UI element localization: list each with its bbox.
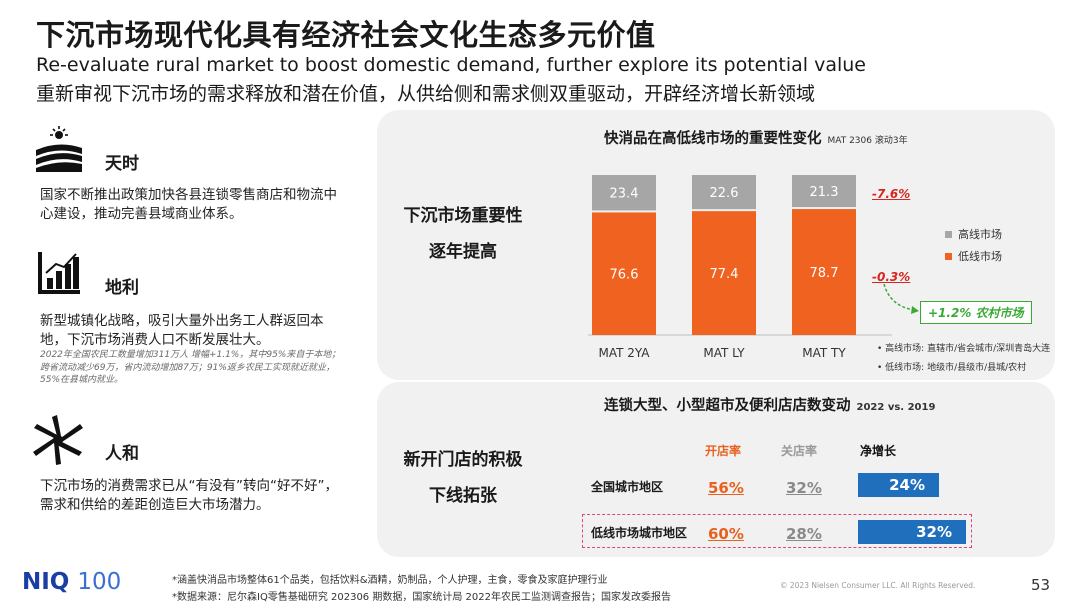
row-national-net-bar: 24% (858, 473, 939, 497)
logo-num: 100 (77, 569, 122, 595)
row-label-national: 全国城市地区 (591, 480, 664, 494)
data-label-high-0: 23.4 (610, 187, 639, 202)
legend-high-definition-text: 高线市场: 直辖市/省会城市/深圳青岛大连 (885, 344, 1051, 354)
change-low-label: -0.3% (872, 270, 911, 284)
legend-low: 低线市场 (945, 248, 1002, 264)
page-title: 下沉市场现代化具有经济社会文化生态多元价值 (36, 18, 656, 52)
section-heading-dili: 地利 (105, 278, 139, 298)
bar-low-2 (792, 209, 856, 335)
row-low-tier-close: 28% (786, 525, 822, 543)
data-label-high-1: 22.6 (710, 186, 739, 201)
section-text-tianshi: 国家不断推出政策加快各县连锁零售商店和物流中心建设，推动完善县域商业体系。 (40, 187, 337, 222)
panel2-label-line2: 下线拓张 (429, 486, 497, 506)
x-tick-label-2: MAT TY (802, 346, 846, 360)
subtitle-chinese: 重新审视下沉市场的需求释放和潜在价值，从供给侧和需求侧双重驱动，开辟经济增长新领… (36, 83, 816, 105)
col-close-rate: 关店率 (781, 444, 818, 458)
bar-high-2 (792, 175, 856, 208)
data-label-high-2: 21.3 (810, 185, 839, 200)
panel2-label: 新开门店的积极 下线拓张 (383, 442, 543, 514)
panel1-label-line2: 逐年提高 (429, 242, 497, 262)
change-high-label: -7.6% (872, 187, 911, 201)
farm-sun-icon (34, 126, 84, 172)
x-tick-label-1: MAT LY (703, 346, 745, 360)
bar-low-0 (592, 212, 656, 335)
legend-high-definition: • 高线市场: 直辖市/省会城市/深圳青岛大连 (877, 344, 1051, 354)
data-label-low-2: 78.7 (810, 266, 839, 281)
teamwork-hands-icon (30, 414, 86, 466)
x-tick-label-0: MAT 2YA (598, 346, 650, 360)
legend-low-label: 低线市场 (958, 250, 1002, 263)
section-text-dili: 新型城镇化战略，吸引大量外出务工人群返回本地，下沉市场消费人口不断发展壮大。 (40, 313, 324, 348)
store-title-note: 2022 vs. 2019 (856, 402, 936, 413)
bar-high-0 (592, 175, 656, 211)
stacked-bar-chart: 76.6 23.4 MAT 2YA 77.4 22.6 MAT LY 78.7 21.3 MAT… (588, 175, 892, 360)
store-title-main: 连锁大型、小型超市及便利店店数变动 (604, 398, 851, 414)
bar-low-1 (692, 211, 756, 335)
panel2-label-line1: 新开门店的积极 (403, 450, 523, 470)
legend-low-definition-text: 低线市场: 地级市/县级市/县城/农村 (885, 363, 1027, 373)
bar-high-1 (692, 175, 756, 210)
highlight-box (582, 514, 972, 548)
data-label-low-1: 77.4 (710, 267, 739, 282)
copyright: © 2023 Nielsen Consumer LLC. All Rights … (780, 581, 976, 590)
section-heading-renhe: 人和 (105, 444, 139, 464)
col-open-rate: 开店率 (705, 444, 742, 458)
subtitle-english: Re-evaluate rural market to boost domest… (36, 54, 866, 76)
footnote-source: *数据来源：尼尔森IQ零售基础研究 202306 期数据，国家统计局 2022年… (172, 592, 671, 603)
legend-low-swatch (945, 252, 952, 260)
row-label-low-tier: 低线市场城市地区 (591, 526, 688, 540)
logo-main: NIQ (22, 569, 70, 595)
legend-high-swatch (945, 230, 952, 238)
panel1-label: 下沉市场重要性 逐年提高 (383, 198, 543, 270)
footnote-scope: *涵盖快消品市场整体61个品类，包括饮料&酒精，奶制品，个人护理，主食，零食及家… (172, 575, 608, 586)
panel1-label-line1: 下沉市场重要性 (403, 206, 523, 226)
data-label-low-0: 76.6 (610, 268, 639, 283)
growth-chart-icon (38, 252, 80, 294)
row-low-tier-open: 60% (708, 525, 744, 543)
chart-title: 快消品在高低线市场的重要性变化 MAT 2306 滚动3年 (604, 127, 908, 148)
chart-title-note: MAT 2306 滚动3年 (827, 136, 908, 146)
section-note-dili: 2022年全国农民工数量增加311万人 增幅+1.1%，其中95%来自于本地；跨… (40, 350, 341, 385)
legend-high: 高线市场 (945, 226, 1002, 242)
row-low-tier-net-bar: 32% (858, 520, 966, 544)
row-national-close: 32% (786, 479, 822, 497)
arrow-icon (883, 283, 919, 314)
legend-high-label: 高线市场 (958, 228, 1002, 241)
store-title: 连锁大型、小型超市及便利店店数变动 2022 vs. 2019 (604, 394, 935, 415)
col-net-growth: 净增长 (860, 444, 897, 458)
section-text-renhe: 下沉市场的消费需求已从“有没有”转向“好不好”，需求和供给的差距创造巨大市场潜力… (40, 478, 338, 513)
legend-low-definition: • 低线市场: 地级市/县级市/县城/农村 (877, 363, 1027, 373)
niq-logo: NIQ 100 (22, 569, 121, 595)
chart-title-main: 快消品在高低线市场的重要性变化 (604, 131, 822, 147)
row-national-open: 56% (708, 479, 744, 497)
rural-market-change: +1.2% 农村市场 (920, 301, 1032, 324)
page-number: 53 (1031, 576, 1051, 594)
section-heading-tianshi: 天时 (105, 154, 139, 174)
